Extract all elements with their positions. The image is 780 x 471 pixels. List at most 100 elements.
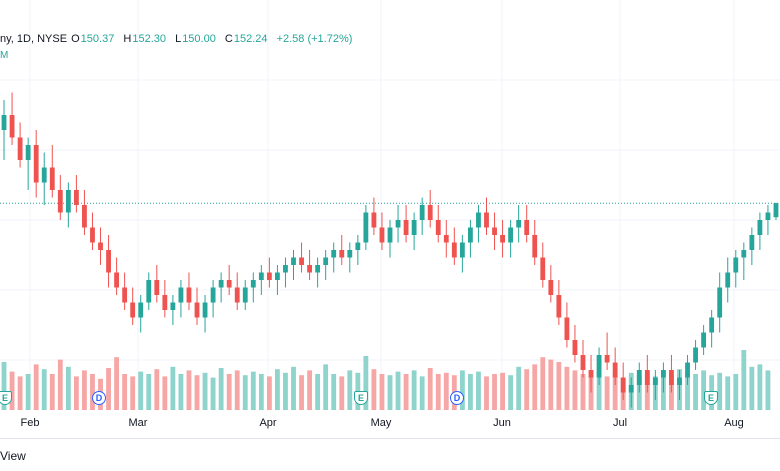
volume-bar [291,366,296,410]
candle-body [596,355,602,378]
candle-body [258,272,264,280]
volume-bar [234,370,240,410]
volume-bar [226,374,232,410]
volume-bar [73,376,79,410]
volume-bar [25,374,31,410]
candle-body [669,370,674,385]
candle-body [25,145,31,160]
volume-bar [508,375,514,410]
candle-body [652,377,658,385]
volume-bar [323,364,329,410]
volume-bar [258,374,264,410]
volume-bar [411,370,417,410]
earnings-event-icon[interactable]: E [704,391,718,405]
volume-bar [33,364,39,410]
volume-bar [435,374,441,410]
candle-body [73,190,79,205]
candle-body [733,257,739,273]
volume-bar [49,374,55,410]
price-chart[interactable] [0,0,780,415]
candle-body [315,265,321,273]
candle-body [138,302,144,318]
volume-bar [427,368,433,410]
change-value: +2.58 (+1.72%) [276,33,353,45]
candle-body [500,235,505,243]
volume-bar [564,366,570,410]
volume-bar [459,370,465,410]
volume-bar [588,375,594,410]
volume-bar [170,366,176,410]
candle-body [339,250,345,258]
candle-body [65,190,71,213]
dividend-event-icon[interactable]: D [92,391,106,405]
bottom-toolbar: View [0,438,780,471]
volume-bar [492,374,497,410]
candle-body [773,203,779,218]
volume-bar [275,369,280,410]
candle-body [154,280,160,295]
candle-body [492,227,497,235]
month-label: Aug [724,417,744,429]
symbol-legend: ny, 1D, NYSE O150.37 H152.30 L150.00 C15… [0,33,358,45]
volume-bar [524,369,530,410]
volume-bar [154,369,160,410]
indicator-legend: M [0,50,9,61]
volume-bar [685,372,690,410]
candle-body [170,302,176,310]
candle-body [677,377,682,385]
candle-body [33,145,39,183]
candle-body [403,220,409,235]
volume-bar [90,374,95,410]
candle-body [516,220,522,228]
volume-bar [242,375,248,410]
candle-body [17,137,23,160]
volume-bar [363,356,369,410]
candle-body [202,302,208,318]
month-label: Jun [493,417,511,429]
volume-bar [65,366,71,410]
earnings-event-icon[interactable]: E [354,391,368,405]
candle-body [701,332,707,348]
volume-bar [82,370,87,410]
volume-bar [741,350,747,410]
candle-body [178,287,184,303]
candle-body [98,242,103,250]
volume-bar [1,362,7,410]
candle-body [644,370,650,385]
volume-bar [347,370,353,410]
candle-body [106,250,111,273]
candle-body [717,287,723,318]
dividend-event-icon[interactable]: D [450,391,464,405]
volume-bar [757,364,763,410]
month-label: Jul [612,417,628,429]
close-label: C [224,33,233,45]
earnings-event-icon[interactable]: E [0,391,12,405]
candle-body [443,235,449,243]
candle-body [49,167,55,190]
volume-bar [701,370,707,410]
volume-bar [596,371,602,410]
time-axis[interactable]: Feb Mar Apr May Jun Jul Aug [0,417,780,431]
candle-body [1,115,7,130]
volume-bar [266,376,272,410]
volume-bar [106,368,111,410]
candle-body [725,272,731,288]
volume-bar [612,374,618,410]
volume-bar [178,374,184,410]
volume-bar [500,372,505,410]
volume-bar [194,375,200,410]
volume-bar [307,370,312,410]
volume-bar [419,376,425,410]
candle-body [379,227,385,243]
volume-bar [122,374,128,410]
candle-body [395,220,401,228]
candle-body [459,242,465,258]
volume-bar [186,370,192,410]
candle-body [556,295,562,318]
candle-body [283,265,288,273]
candle-body [291,257,296,265]
low-value: 150.00 [182,33,216,45]
volume-bar [146,374,152,410]
candle-body [90,227,95,243]
view-link[interactable]: View [0,449,26,463]
